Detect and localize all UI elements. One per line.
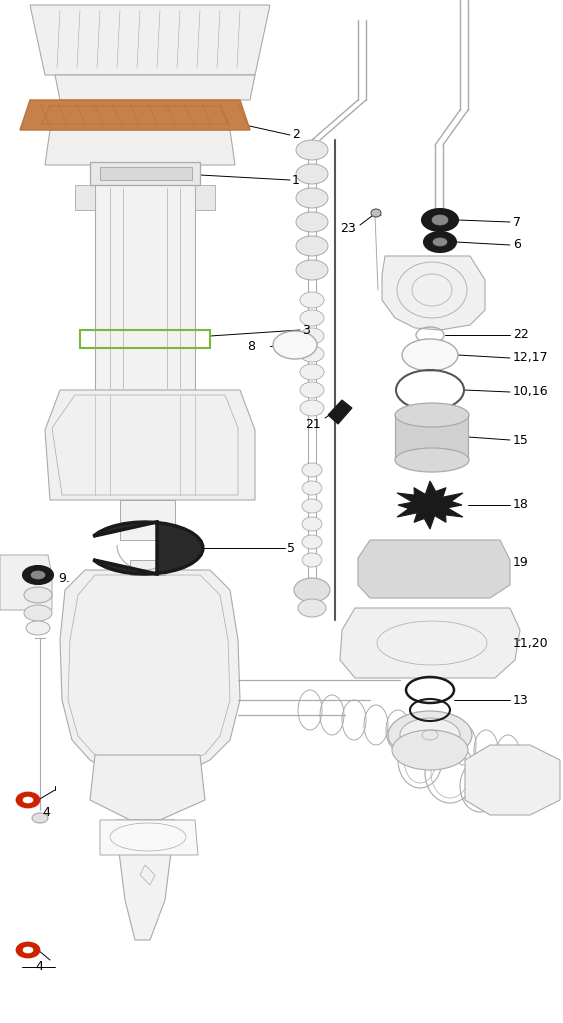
Polygon shape [115,820,175,940]
Ellipse shape [296,188,328,208]
Polygon shape [130,560,165,575]
Ellipse shape [273,331,317,359]
Polygon shape [95,185,195,390]
Text: 5: 5 [287,541,295,554]
Ellipse shape [296,236,328,256]
Ellipse shape [433,238,447,246]
Ellipse shape [392,730,468,770]
Polygon shape [45,130,235,165]
Ellipse shape [300,400,324,416]
Polygon shape [30,5,270,75]
Polygon shape [100,167,192,180]
Ellipse shape [371,209,381,217]
Ellipse shape [23,566,53,584]
Ellipse shape [300,328,324,344]
Text: 12,17: 12,17 [513,352,548,364]
Ellipse shape [23,797,33,803]
Ellipse shape [23,947,33,953]
Polygon shape [340,608,520,678]
Polygon shape [382,256,485,330]
Polygon shape [328,400,352,424]
Text: 23: 23 [340,222,356,234]
Ellipse shape [302,499,322,513]
Text: 3: 3 [302,323,310,337]
Text: 4: 4 [35,961,43,974]
Ellipse shape [300,292,324,308]
Ellipse shape [298,599,326,617]
Ellipse shape [300,364,324,380]
Text: 11,20: 11,20 [513,636,548,650]
Polygon shape [465,745,560,815]
Polygon shape [0,555,52,610]
Polygon shape [60,570,240,780]
Polygon shape [90,162,200,185]
Ellipse shape [302,553,322,567]
Ellipse shape [400,718,460,752]
Polygon shape [20,100,250,130]
Ellipse shape [296,164,328,184]
Text: 13: 13 [513,694,529,707]
Polygon shape [55,75,255,100]
Ellipse shape [32,813,48,822]
Ellipse shape [300,346,324,362]
Ellipse shape [395,448,469,472]
Polygon shape [195,185,215,210]
Ellipse shape [300,310,324,326]
Ellipse shape [422,209,458,231]
Ellipse shape [296,260,328,280]
Ellipse shape [402,339,458,371]
Ellipse shape [395,403,469,427]
Text: 8: 8 [247,340,255,353]
Ellipse shape [296,140,328,160]
Ellipse shape [26,621,50,635]
Polygon shape [358,540,510,598]
Ellipse shape [302,463,322,477]
Ellipse shape [432,215,448,225]
Text: 7: 7 [513,216,521,228]
Polygon shape [75,185,95,210]
Ellipse shape [24,587,52,603]
Text: 18: 18 [513,498,529,512]
Ellipse shape [17,943,39,957]
Ellipse shape [31,571,45,579]
Ellipse shape [296,212,328,232]
Polygon shape [100,820,198,855]
Text: 2: 2 [292,129,300,141]
Ellipse shape [300,382,324,398]
Text: 4: 4 [42,805,50,818]
Text: 9.: 9. [58,572,70,584]
Polygon shape [397,481,463,529]
Text: 22: 22 [513,328,529,342]
Text: 21: 21 [305,418,321,432]
Polygon shape [90,755,205,820]
Text: 15: 15 [513,434,529,446]
Ellipse shape [302,481,322,495]
Polygon shape [120,500,175,540]
Text: 6: 6 [513,238,521,252]
Polygon shape [395,415,468,460]
Ellipse shape [17,793,39,807]
Ellipse shape [424,232,456,252]
Text: 10,16: 10,16 [513,386,548,399]
Text: 19: 19 [513,557,529,570]
Ellipse shape [302,535,322,549]
Ellipse shape [294,578,330,602]
Ellipse shape [302,517,322,531]
Polygon shape [45,390,255,500]
Ellipse shape [24,605,52,621]
Text: 1: 1 [292,174,300,186]
Polygon shape [93,522,203,574]
Ellipse shape [388,711,472,759]
